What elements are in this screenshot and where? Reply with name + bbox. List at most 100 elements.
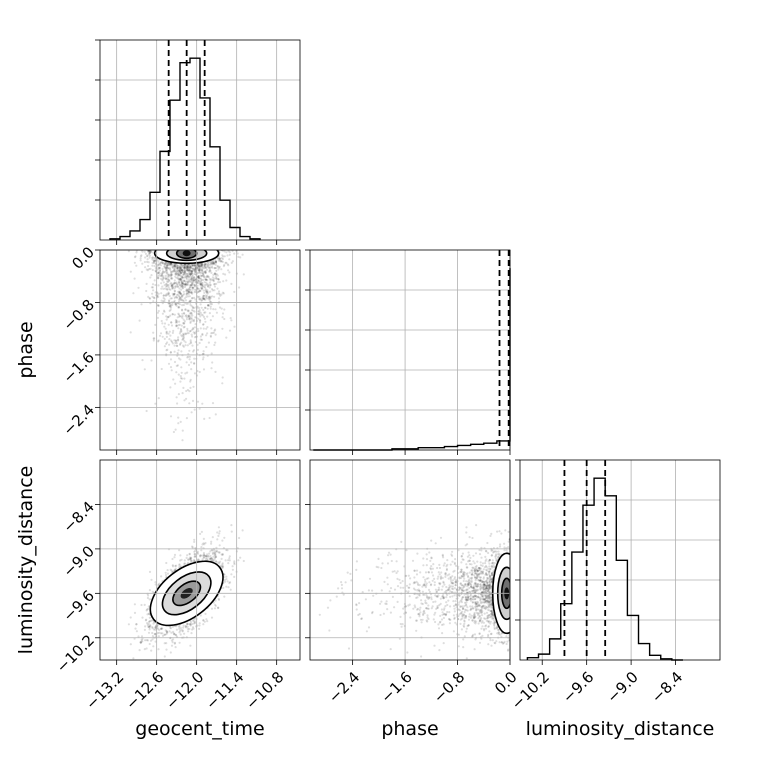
sample-point [165, 335, 168, 338]
sample-point [191, 296, 194, 300]
sample-point [169, 334, 172, 337]
sample-point [209, 283, 212, 286]
sample-point [193, 269, 196, 272]
sample-point [156, 311, 159, 314]
sample-point [193, 264, 196, 268]
sample-point [180, 268, 183, 271]
sample-point [178, 564, 181, 567]
sample-point [152, 251, 155, 254]
sample-point [165, 630, 168, 633]
sample-point [231, 260, 234, 263]
sample-point [181, 285, 184, 288]
sample-point [182, 322, 185, 325]
sample-point [174, 319, 177, 322]
sample-point [154, 262, 157, 265]
sample-point [149, 250, 152, 253]
sample-point [172, 630, 175, 633]
sample-point [211, 263, 214, 266]
sample-point [170, 369, 173, 372]
sample-point [204, 612, 207, 616]
sample-point [228, 329, 232, 332]
sample-point [215, 311, 218, 314]
sample-point [153, 621, 156, 624]
sample-point [204, 298, 207, 301]
sample-point [215, 269, 218, 272]
sample-point [188, 280, 191, 283]
sample-point [152, 331, 155, 334]
sample-point [187, 278, 190, 281]
sample-point [207, 261, 210, 264]
sample-point [182, 326, 185, 329]
sample-point [191, 282, 194, 285]
sample-point [186, 288, 189, 291]
sample-point [208, 268, 211, 271]
sample-point [186, 281, 189, 284]
sample-point [177, 277, 180, 280]
sample-point [222, 265, 225, 268]
sample-point [213, 289, 216, 292]
sample-point [190, 278, 193, 281]
sample-point [210, 265, 213, 268]
sample-point [172, 293, 176, 296]
sample-point [194, 264, 197, 267]
sample-point [154, 323, 157, 326]
sample-point [175, 293, 179, 297]
sample-point [189, 270, 193, 273]
sample-point [199, 265, 203, 268]
sample-point [216, 550, 219, 553]
sample-point [165, 330, 168, 333]
sample-point [165, 331, 168, 334]
sample-point [176, 266, 179, 269]
sample-point [140, 254, 143, 257]
sample-point [189, 321, 192, 324]
sample-point [162, 294, 165, 297]
sample-point [186, 623, 189, 626]
sample-point [171, 265, 174, 268]
sample-point [197, 265, 200, 268]
sample-point [189, 339, 192, 342]
sample-point [180, 341, 183, 344]
sample-point [193, 622, 196, 625]
sample-point [217, 526, 220, 529]
sample-point [167, 292, 170, 295]
sample-point [168, 305, 171, 308]
sample-point [192, 279, 195, 282]
sample-point [135, 251, 138, 254]
sample-point [165, 267, 168, 271]
sample-point [185, 267, 188, 270]
sample-point [183, 293, 186, 296]
sample-point [209, 269, 212, 272]
sample-point [170, 281, 173, 285]
sample-point [161, 627, 164, 630]
sample-point [202, 556, 205, 559]
sample-point [199, 297, 202, 300]
sample-point [187, 363, 191, 367]
sample-point [143, 250, 146, 253]
sample-point [194, 273, 197, 276]
sample-point [171, 266, 174, 269]
sample-point [173, 296, 176, 300]
sample-point [187, 275, 190, 278]
sample-point [214, 328, 217, 331]
sample-point [177, 298, 180, 301]
sample-point [186, 266, 189, 269]
sample-point [206, 620, 209, 623]
sample-point [161, 272, 164, 276]
sample-point [193, 469, 195, 471]
sample-point [189, 386, 192, 389]
sample-point [184, 308, 187, 311]
sample-point [171, 565, 175, 568]
sample-point [208, 281, 211, 284]
sample-point [157, 271, 160, 274]
sample-point [200, 274, 204, 277]
sample-point [178, 281, 181, 284]
sample-point [181, 287, 184, 290]
sample-point [213, 267, 216, 270]
sample-point [158, 631, 161, 634]
sample-point [227, 559, 230, 562]
sample-point [202, 553, 206, 556]
sample-point [189, 380, 192, 383]
sample-point [221, 562, 224, 565]
sample-point [191, 319, 194, 322]
sample-point [166, 572, 170, 575]
